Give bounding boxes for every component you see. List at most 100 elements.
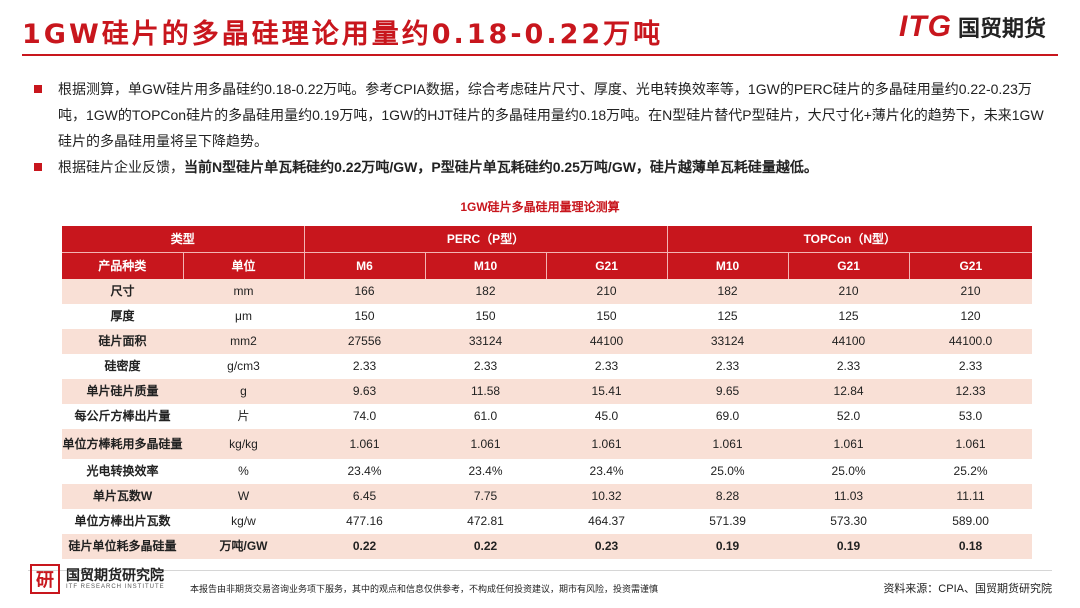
header-col-7: G21 [909,252,1033,279]
table-cell: 25.0% [667,459,789,484]
table-row: 单位方棒出片瓦数 kg/w 477.16 472.81 464.37 571.39 573.… [62,509,1033,534]
institute-name-cn: 国贸期货研究院 [66,567,164,583]
table-cell: 571.39 [667,509,789,534]
bullet-text-2-prefix: 根据硅片企业反馈， [58,159,184,175]
table-cell: 182 [667,279,789,304]
row-label: 光电转换效率 [62,459,183,484]
table-cell: 150 [546,304,668,329]
header-col-4: G21 [546,252,668,279]
table-cell: 11.11 [909,484,1033,509]
table-cell: 2.33 [304,354,426,379]
row-unit: % [183,459,305,484]
table-cell: 1.061 [425,429,547,459]
row-unit: μm [183,304,305,329]
row-label: 尺寸 [62,279,183,304]
table-cell: 8.28 [667,484,789,509]
table-cell: 0.22 [425,534,547,559]
table-cell: 2.33 [546,354,668,379]
table-cell: 52.0 [788,404,910,429]
row-label: 硅片单位耗多晶硅量 [62,534,183,559]
table-cell: 53.0 [909,404,1033,429]
table-cell: 150 [304,304,426,329]
table-cell: 10.32 [546,484,668,509]
footer-logo: 研 国贸期货研究院 ITF RESEARCH INSTITUTE [30,564,165,594]
bullet-text-2: 根据硅片企业反馈，当前N型硅片单瓦耗硅约0.22万吨/GW，P型硅片单瓦耗硅约0… [58,154,1044,180]
table-cell: 1.061 [304,429,426,459]
row-label: 硅片面积 [62,329,183,354]
header-type: 类型 [62,226,305,253]
bullet-list: 根据测算，单GW硅片用多晶硅约0.18-0.22万吨。参考CPIA数据，综合考虑… [34,76,1044,180]
table-body: 尺寸 mm 166 182 210 182 210 210 厚度 μm 150 150 150 125 12… [62,279,1033,559]
table-cell: 61.0 [425,404,547,429]
logo-itg-text: ITG [898,10,952,43]
logo-cn-text: 国贸期货 [957,16,1046,41]
table-cell: 0.19 [667,534,789,559]
bullet-square-icon [34,163,42,171]
row-label: 厚度 [62,304,183,329]
table-row: 硅片单位耗多晶硅量 万吨/GW 0.22 0.22 0.23 0.19 0.19 0.18 [62,534,1033,559]
table-row: 单片瓦数W W 6.45 7.75 10.32 8.28 11.03 11.11 [62,484,1033,509]
page-title: 1GW硅片的多晶硅理论用量约0.18-0.22万吨 [22,19,664,50]
table-cell: 11.03 [788,484,910,509]
row-label: 单位方棒耗用多晶硅量 [62,429,183,459]
row-unit: mm2 [183,329,305,354]
header-col-2: M6 [304,252,426,279]
table-cell: 0.19 [788,534,910,559]
table-cell: 210 [546,279,668,304]
table-cell: 0.22 [304,534,426,559]
table-cell: 45.0 [546,404,668,429]
table-cell: 472.81 [425,509,547,534]
data-source: 资料来源：CPIA、国贸期货研究院 [883,583,1052,595]
table-cell: 2.33 [788,354,910,379]
table-row: 尺寸 mm 166 182 210 182 210 210 [62,279,1033,304]
table-cell: 33124 [667,329,789,354]
table-cell: 464.37 [546,509,668,534]
table-cell: 12.84 [788,379,910,404]
row-unit: mm [183,279,305,304]
table-cell: 6.45 [304,484,426,509]
table-header-row-1: 类型 PERC（P型） TOPCon（N型） [62,226,1033,253]
table-cell: 1.061 [909,429,1033,459]
company-logo: ITG 国贸期货 [899,10,1046,44]
row-unit: g/cm3 [183,354,305,379]
table-cell: 573.30 [788,509,910,534]
table-cell: 69.0 [667,404,789,429]
table-cell: 44100 [546,329,668,354]
row-unit: 万吨/GW [183,534,305,559]
row-unit: 片 [183,404,305,429]
bullet-text-1: 根据测算，单GW硅片用多晶硅约0.18-0.22万吨。参考CPIA数据，综合考虑… [58,81,1044,149]
header-topcon: TOPCon（N型） [667,226,1033,253]
header-col-6: G21 [788,252,910,279]
table-row: 光电转换效率% 23.4% 23.4% 23.4% 25.0% 25.0% 25.2% [62,459,1033,484]
institute-name-en: ITF RESEARCH INSTITUTE [66,584,165,590]
header-col-1: 单位 [183,252,305,279]
table-cell: 0.18 [909,534,1033,559]
title-divider [22,54,1058,56]
table-cell: 125 [667,304,789,329]
table-cell: 7.75 [425,484,547,509]
table-cell: 27556 [304,329,426,354]
table-cell: 2.33 [909,354,1033,379]
table-row: 单位方棒耗用多晶硅量 kg/kg 1.061 1.061 1.061 1.061 1.061… [62,429,1033,459]
table-cell: 166 [304,279,426,304]
header-col-0: 产品种类 [62,252,184,279]
table-cell: 0.23 [546,534,668,559]
table-cell: 23.4% [425,459,547,484]
table-cell: 182 [425,279,547,304]
row-label: 单位方棒出片瓦数 [62,509,183,534]
row-unit: g [183,379,305,404]
table-cell: 11.58 [425,379,547,404]
table-cell: 1.061 [546,429,668,459]
row-label: 硅密度 [62,354,183,379]
table-cell: 44100 [788,329,910,354]
table-title: 1GW硅片多晶硅用量理论测算 [460,200,620,214]
row-unit: kg/w [183,509,305,534]
table-cell: 210 [788,279,910,304]
table-cell: 23.4% [304,459,426,484]
header-col-5: M10 [667,252,789,279]
bullet-text-2-bold: 当前N型硅片单瓦耗硅约0.22万吨/GW，P型硅片单瓦耗硅约0.25万吨/GW，… [184,159,818,175]
disclaimer: 本报告由非期货交易咨询业务项下服务，其中的观点和信息仅供参考，不构成任何投资建议… [190,584,659,594]
table-row: 硅片面积 mm2 27556 33124 44100 33124 44100 44100.0 [62,329,1033,354]
table-cell: 25.2% [909,459,1033,484]
row-label: 每公斤方棒出片量 [62,404,183,429]
